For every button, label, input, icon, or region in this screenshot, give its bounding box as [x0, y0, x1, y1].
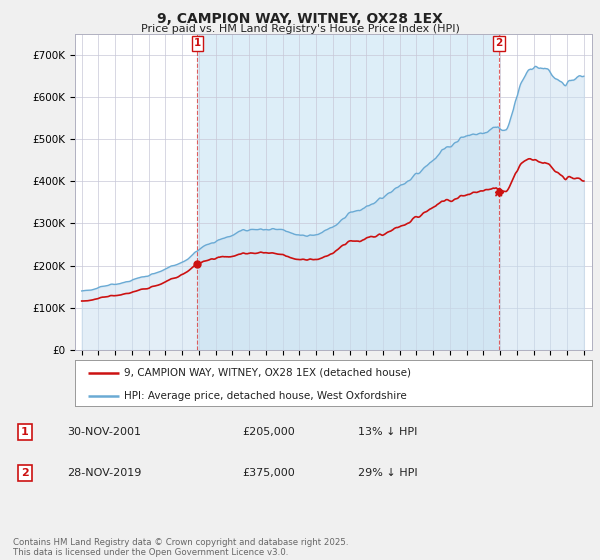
Text: £205,000: £205,000	[242, 427, 295, 437]
Text: 1: 1	[194, 38, 201, 48]
Bar	[197, 34, 499, 350]
Text: 9, CAMPION WAY, WITNEY, OX28 1EX: 9, CAMPION WAY, WITNEY, OX28 1EX	[157, 12, 443, 26]
Text: 28-NOV-2019: 28-NOV-2019	[67, 468, 141, 478]
Text: HPI: Average price, detached house, West Oxfordshire: HPI: Average price, detached house, West…	[124, 391, 407, 401]
Text: 2: 2	[21, 468, 29, 478]
Text: £375,000: £375,000	[242, 468, 295, 478]
Text: Price paid vs. HM Land Registry's House Price Index (HPI): Price paid vs. HM Land Registry's House …	[140, 24, 460, 34]
Text: 13% ↓ HPI: 13% ↓ HPI	[358, 427, 417, 437]
Text: Contains HM Land Registry data © Crown copyright and database right 2025.
This d: Contains HM Land Registry data © Crown c…	[13, 538, 349, 557]
Text: 29% ↓ HPI: 29% ↓ HPI	[358, 468, 417, 478]
Text: 30-NOV-2001: 30-NOV-2001	[67, 427, 141, 437]
Text: 1: 1	[21, 427, 29, 437]
Text: 2: 2	[495, 38, 502, 48]
Text: 9, CAMPION WAY, WITNEY, OX28 1EX (detached house): 9, CAMPION WAY, WITNEY, OX28 1EX (detach…	[124, 368, 411, 378]
